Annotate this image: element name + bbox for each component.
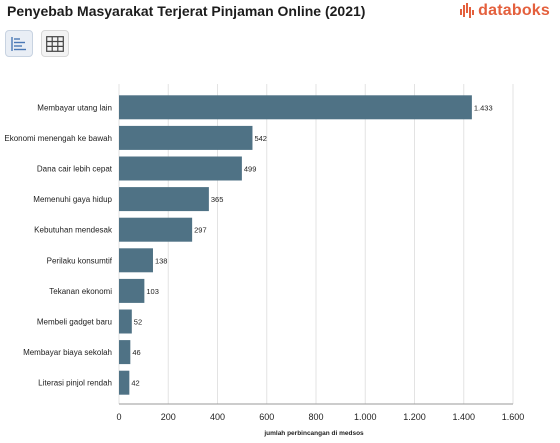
x-tick-label: 200 bbox=[161, 412, 176, 422]
category-label: Membayar utang lain bbox=[37, 103, 112, 112]
category-label: Membayar biaya sekolah bbox=[23, 348, 112, 357]
x-tick-label: 0 bbox=[116, 412, 121, 422]
chart-title: Penyebab Masyarakat Terjerat Pinjaman On… bbox=[7, 3, 366, 19]
bar bbox=[119, 187, 209, 212]
category-label: Literasi pinjol rendah bbox=[38, 379, 112, 388]
chart-view-button[interactable] bbox=[5, 30, 33, 57]
x-tick-label: 1.600 bbox=[502, 412, 525, 422]
x-tick-label: 1.400 bbox=[452, 412, 475, 422]
bar bbox=[119, 370, 130, 395]
x-axis-title: jumlah perbincangan di medsos bbox=[263, 430, 364, 437]
brand-name: databoks bbox=[478, 2, 550, 19]
x-tick-label: 600 bbox=[259, 412, 274, 422]
x-tick-label: 400 bbox=[210, 412, 225, 422]
value-label: 499 bbox=[244, 165, 257, 174]
bar bbox=[119, 95, 472, 120]
bar bbox=[119, 278, 145, 303]
value-label: 46 bbox=[132, 348, 140, 357]
value-label: 52 bbox=[134, 318, 142, 327]
category-label: Dana cair lebih cepat bbox=[37, 165, 113, 174]
table-view-button[interactable] bbox=[41, 30, 69, 57]
bar bbox=[119, 248, 153, 273]
bar bbox=[119, 309, 132, 334]
bar-chart-icon bbox=[11, 36, 26, 51]
bar bbox=[119, 340, 131, 365]
value-label: 542 bbox=[254, 134, 267, 143]
bar bbox=[119, 125, 253, 150]
category-label: Tekanan ekonomi bbox=[49, 287, 112, 296]
table-grid-icon bbox=[46, 35, 64, 52]
value-label: 138 bbox=[155, 256, 168, 265]
value-label: 1.433 bbox=[474, 103, 493, 112]
x-tick-label: 1.000 bbox=[354, 412, 377, 422]
x-tick-label: 800 bbox=[308, 412, 323, 422]
category-label: Ekonomi menengah ke bawah bbox=[4, 134, 112, 143]
category-label: Perilaku konsumtif bbox=[47, 256, 113, 265]
category-label: Membeli gadget baru bbox=[37, 318, 112, 327]
value-label: 365 bbox=[211, 195, 224, 204]
bar bbox=[119, 217, 193, 242]
value-label: 42 bbox=[131, 379, 139, 388]
value-label: 103 bbox=[146, 287, 159, 296]
databoks-logo-icon bbox=[460, 3, 475, 18]
databoks-logo[interactable]: databoks bbox=[460, 2, 550, 20]
x-tick-label: 1.200 bbox=[403, 412, 426, 422]
category-label: Kebutuhan mendesak bbox=[34, 226, 113, 235]
view-toolbar bbox=[5, 30, 69, 57]
value-label: 297 bbox=[194, 226, 207, 235]
bar bbox=[119, 156, 242, 181]
category-label: Memenuhi gaya hidup bbox=[33, 195, 112, 204]
